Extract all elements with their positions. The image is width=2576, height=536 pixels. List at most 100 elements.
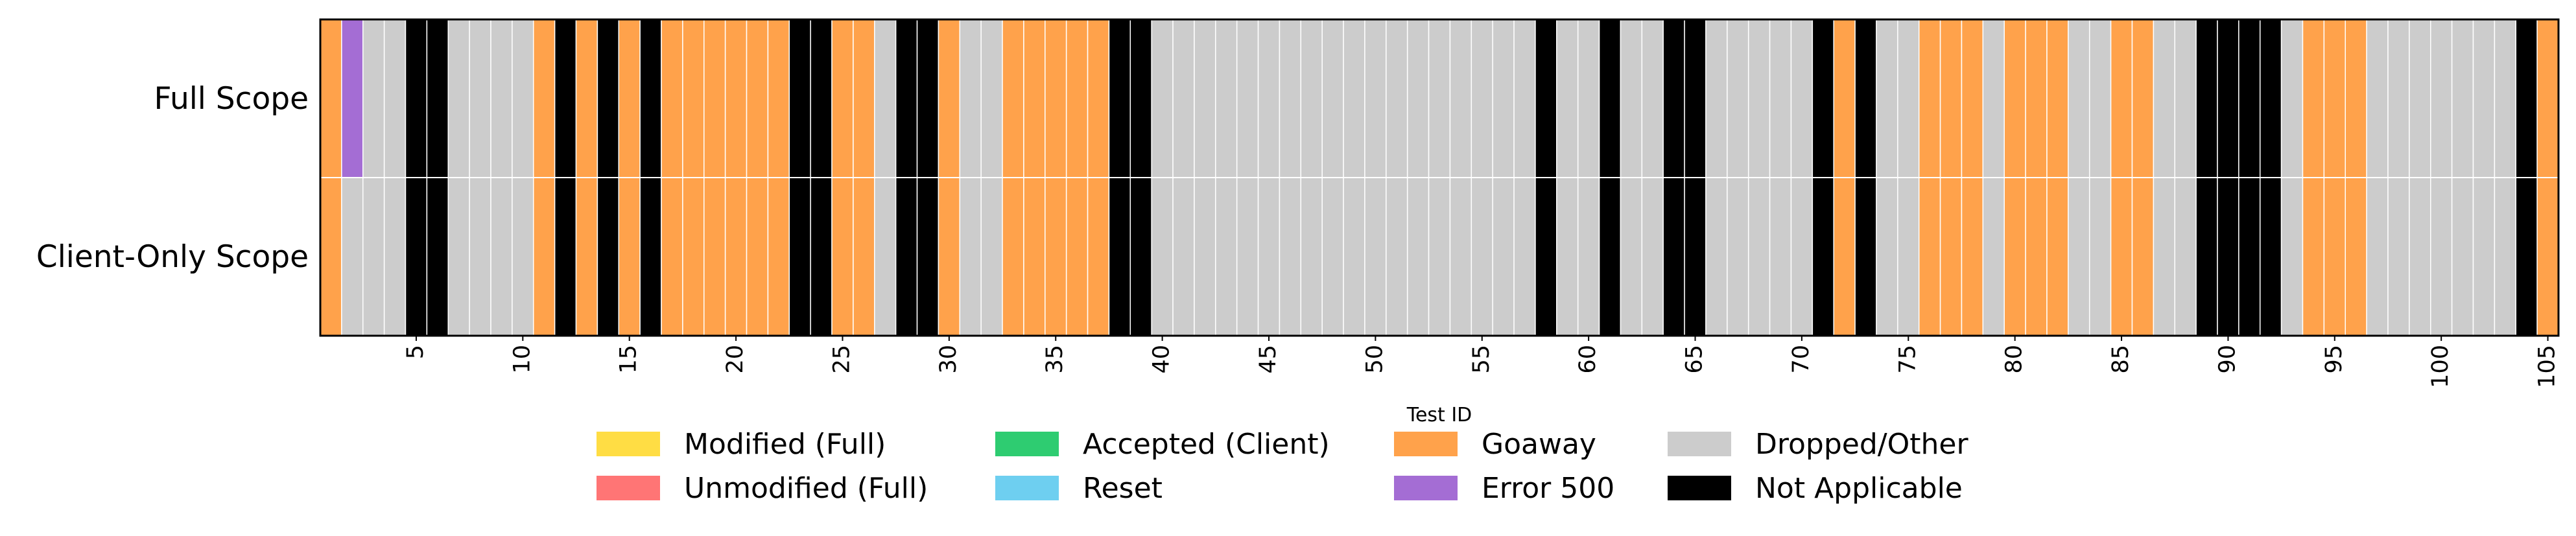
heatmap-cell [1854,19,1877,178]
heatmap-cell [1747,177,1771,336]
heatmap-cell [767,177,790,336]
heatmap-cell [916,19,939,178]
heatmap-cell [1108,19,1131,178]
heatmap-cell [618,177,641,336]
heatmap-cell [1172,19,1195,178]
heatmap-cell [1428,19,1451,178]
heatmap-cell [1641,177,1664,336]
legend-item: Dropped/Other [1668,425,1968,463]
x-tick-label: 95 [2321,345,2347,374]
heatmap-cell [1194,19,1216,178]
heatmap-cell [810,177,833,336]
heatmap-cell [1876,177,1898,336]
heatmap-cell [788,177,811,336]
heatmap-cell [2323,19,2346,178]
heatmap-cell [1151,19,1174,178]
heatmap-cell [469,177,491,336]
x-tick-label: 60 [1575,345,1601,374]
legend-label: Accepted (Client) [1083,427,1330,461]
heatmap-cell [1876,19,1898,178]
heatmap-cell [1087,177,1110,336]
heatmap-cell [2409,19,2431,178]
legend-item: Not Applicable [1668,469,1963,507]
heatmap-cell [2131,177,2155,336]
heatmap-cell [1002,19,1024,178]
legend-swatch [995,476,1059,500]
heatmap-cell [959,177,982,336]
heatmap-cell [618,19,641,178]
heatmap-cell [1747,19,1771,178]
legend-swatch [1668,476,1731,500]
heatmap-cell [1406,177,1430,336]
y-tick-label: Client-Only Scope [36,239,309,275]
x-tick-label: 70 [1788,345,1814,374]
heatmap-cell [1662,19,1685,178]
heatmap-cell [895,177,918,336]
legend-label: Unmodified (Full) [684,471,928,505]
heatmap-cell [1215,19,1238,178]
heatmap-cell [724,177,748,336]
heatmap-cell [362,19,385,178]
heatmap-cell [1023,177,1046,336]
heatmap-cell [1641,19,1664,178]
x-tick-label: 30 [936,345,962,374]
heatmap-cell [2046,177,2069,336]
heatmap-cell [1918,19,1941,178]
heatmap-cell [2302,19,2325,178]
heatmap-cell [1194,177,1216,336]
heatmap-cell [2025,19,2048,178]
heatmap-cell [1386,177,1408,336]
heatmap-cell [1151,177,1174,336]
heatmap-cell [2195,177,2218,336]
heatmap-cell [1129,177,1152,336]
heatmap-cell [1045,19,1067,178]
heatmap-cell [2046,19,2069,178]
heatmap-cell [1236,19,1259,178]
heatmap-cell [2217,19,2239,178]
heatmap-cell [1087,19,1110,178]
heatmap-cell [1257,19,1281,178]
heatmap-cell [2003,19,2026,178]
heatmap-cell [2366,177,2389,336]
heatmap-cell [426,19,449,178]
heatmap-cell [2280,177,2304,336]
heatmap-cell [383,19,407,178]
heatmap-cell [853,177,875,336]
heatmap-cell [916,177,939,336]
legend-swatch [1668,432,1731,456]
x-tick-label: 80 [2002,345,2027,374]
heatmap-cell [1812,19,1834,178]
legend-label: Reset [1083,471,1163,505]
heatmap-cell [2174,19,2197,178]
heatmap-cell [1471,177,1493,336]
heatmap-cell [2068,177,2090,336]
heatmap-cell [746,177,769,336]
legend-label: Goaway [1482,427,1596,461]
heatmap-cell [2153,177,2175,336]
heatmap-cell [938,19,961,178]
heatmap-cell [682,177,705,336]
heatmap-cell [1471,19,1493,178]
heatmap-cell [2409,177,2431,336]
heatmap-cell [2451,19,2474,178]
heatmap-cell [1279,177,1302,336]
legend-item: Error 500 [1394,469,1614,507]
heatmap-cell [2110,177,2133,336]
heatmap-cell [2131,19,2155,178]
x-tick-label: 85 [2108,345,2134,374]
x-tick-label: 5 [403,345,429,359]
heatmap-cell [1897,19,1920,178]
heatmap-cell [980,177,1003,336]
heatmap-cell [341,177,364,336]
heatmap-cell [1662,177,1685,336]
heatmap-cell [639,177,662,336]
heatmap-cell [831,19,854,178]
x-tick-label: 35 [1042,345,1068,374]
heatmap-cell [1172,177,1195,336]
heatmap-cell [1769,177,1792,336]
x-axis: 5 10 15 20 25 30 35 40 45 50 55 60 65 70 75 80 85 90 95 100… [403,336,2560,388]
heatmap-cell [1023,19,1046,178]
heatmap-cell [1002,177,1024,336]
heatmap-cell [533,177,556,336]
heatmap-cell [2153,19,2175,178]
